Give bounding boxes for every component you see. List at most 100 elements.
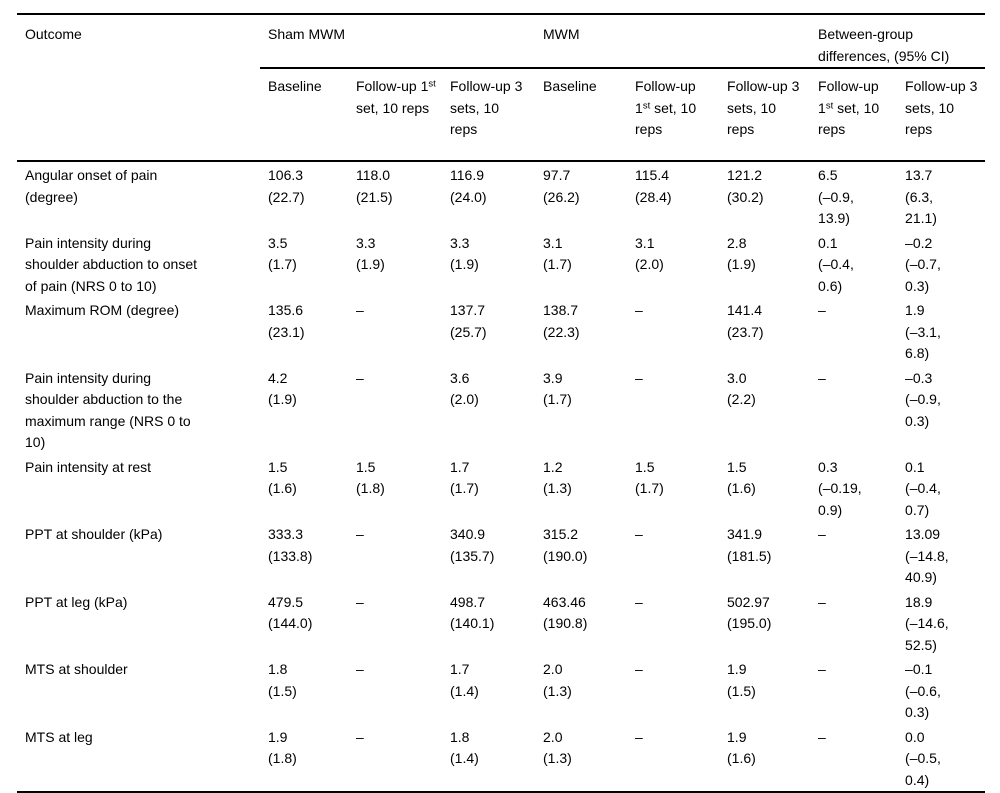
cell: – — [356, 526, 364, 542]
cell: – — [635, 593, 643, 610]
row-label: PPT at leg (kPa) — [25, 593, 128, 610]
cell: 2.8 (1.9) — [727, 234, 756, 273]
cell: 2.0 (1.3) — [543, 661, 572, 699]
cell: – — [356, 302, 364, 318]
cell: 3.0 (2.2) — [727, 369, 756, 408]
cell: – — [818, 593, 826, 610]
outcomes-table: Outcome Sham MWM MWM Between-group diffe… — [17, 13, 986, 793]
cell: 3.1 (1.7) — [543, 234, 572, 273]
cell: 341.9 (181.5) — [727, 526, 772, 564]
cell: 3.1 (2.0) — [635, 234, 664, 273]
column-header-mwm-baseline: Baseline — [543, 78, 597, 94]
cell: 0.3 (–0.19, 0.9) — [818, 458, 862, 518]
cell: 141.4 (23.7) — [727, 302, 764, 340]
cell: 135.6 (23.1) — [268, 302, 305, 340]
superscript: st — [428, 78, 436, 90]
column-header-mwm-followup-3sets: Follow-up 3 sets, 10 reps — [727, 78, 800, 137]
cell: 340.9 (135.7) — [450, 526, 495, 564]
cell: 2.0 (1.3) — [543, 728, 572, 767]
cell: 1.5 (1.7) — [635, 458, 664, 497]
group-header-row: Outcome Sham MWM MWM Between-group diffe… — [17, 14, 986, 69]
cell: 137.7 (25.7) — [450, 302, 487, 340]
cell: 1.5 (1.6) — [727, 458, 756, 497]
cell: 1.8 (1.5) — [268, 661, 297, 699]
cell: 1.9 (–3.1, 6.8) — [905, 302, 941, 361]
row-label: MTS at leg — [25, 728, 93, 745]
cell: 115.4 (28.4) — [635, 167, 672, 205]
table-row-ppt-leg: PPT at leg (kPa) 479.5 (144.0) – 498.7 (… — [17, 589, 985, 657]
table-body: Angular onset of pain (degree) 106.3 (22… — [17, 161, 985, 792]
cell: 3.3 (1.9) — [450, 234, 479, 273]
cell: – — [635, 369, 643, 386]
cell: 13.09 (–14.8, 40.9) — [905, 526, 949, 585]
table-row-mts-leg: MTS at leg 1.9 (1.8) – 1.8 (1.4) 2.0 (1.… — [17, 724, 985, 793]
table-row-maximum-rom: Maximum ROM (degree) 135.6 (23.1) – 137.… — [17, 297, 985, 365]
cell: 4.2 (1.9) — [268, 369, 297, 408]
row-label: PPT at shoulder (kPa) — [25, 526, 163, 542]
cell: 1.5 (1.6) — [268, 458, 297, 497]
cell: 116.9 (24.0) — [450, 167, 487, 205]
cell: 498.7 (140.1) — [450, 593, 495, 632]
column-header-bg-followup-1st: Follow-up 1st set, 10 reps — [818, 78, 880, 137]
cell: – — [635, 728, 643, 745]
table-row-ppt-shoulder: PPT at shoulder (kPa) 333.3 (133.8) – 34… — [17, 521, 985, 589]
cell: –0.1 (–0.6, 0.3) — [905, 661, 941, 720]
cell: 106.3 (22.7) — [268, 167, 305, 205]
table-row-pain-max-range: Pain intensity during shoulder abduction… — [17, 365, 985, 454]
cell: 13.7 (6.3, 21.1) — [905, 167, 937, 226]
cell: 1.5 (1.8) — [356, 458, 385, 497]
cell: 0.0 (–0.5, 0.4) — [905, 728, 941, 788]
cell: – — [818, 369, 826, 386]
cell: 1.9 (1.6) — [727, 728, 756, 767]
table-row-pain-onset-abduction: Pain intensity during shoulder abduction… — [17, 230, 985, 298]
row-label: Maximum ROM (degree) — [25, 302, 180, 318]
cell: – — [635, 661, 643, 677]
cell: –0.3 (–0.9, 0.3) — [905, 369, 941, 429]
table-row-mts-shoulder: MTS at shoulder 1.8 (1.5) – 1.7 (1.4) 2.… — [17, 656, 985, 724]
column-header-sham-followup-1st: Follow-up 1st set, 10 reps — [356, 78, 436, 116]
cell: 97.7 (26.2) — [543, 167, 580, 205]
cell: 138.7 (22.3) — [543, 302, 580, 340]
cell: 463.46 (190.8) — [543, 593, 588, 632]
cell: 121.2 (30.2) — [727, 167, 764, 205]
cell: 0.1 (–0.4, 0.6) — [818, 234, 854, 294]
cell: – — [818, 728, 826, 745]
cell: 3.5 (1.7) — [268, 234, 297, 273]
table-row-pain-at-rest: Pain intensity at rest 1.5 (1.6) 1.5 (1.… — [17, 454, 985, 522]
column-header-sham-baseline: Baseline — [268, 78, 322, 94]
group-header-sham-mwm: Sham MWM — [260, 14, 536, 69]
group-header-mwm: MWM — [535, 14, 811, 69]
row-label: Pain intensity at rest — [25, 458, 152, 475]
cell: 3.9 (1.7) — [543, 369, 572, 408]
cell: – — [818, 661, 826, 677]
cell: – — [356, 661, 364, 677]
table-row-angular-onset: Angular onset of pain (degree) 106.3 (22… — [17, 161, 985, 230]
cell: 1.7 (1.4) — [450, 661, 479, 699]
cell: 0.1 (–0.4, 0.7) — [905, 458, 941, 518]
cell: 1.8 (1.4) — [450, 728, 479, 767]
cell: 333.3 (133.8) — [268, 526, 313, 564]
superscript: st — [825, 100, 834, 111]
row-label: Pain intensity during shoulder abduction… — [25, 234, 198, 294]
sub-header-row: Baseline Follow-up 1st set, 10 reps Foll… — [17, 68, 985, 161]
column-header-bg-followup-3sets: Follow-up 3 sets, 10 reps — [905, 78, 978, 137]
cell: 1.2 (1.3) — [543, 458, 572, 497]
superscript: st — [642, 100, 651, 111]
cell: 18.9 (–14.6, 52.5) — [905, 593, 949, 653]
cell: 1.9 (1.5) — [727, 661, 756, 699]
cell: – — [818, 526, 826, 542]
cell: – — [635, 526, 643, 542]
cell: – — [635, 302, 643, 318]
cell: – — [356, 728, 364, 745]
group-header-between-group: Between-group differences, (95% CI) — [810, 14, 986, 69]
cell: – — [818, 302, 826, 318]
cell: 6.5 (–0.9, 13.9) — [818, 167, 854, 226]
column-header-outcome: Outcome — [25, 26, 82, 42]
cell: – — [356, 593, 364, 610]
cell: – — [356, 369, 364, 386]
cell: 502.97 (195.0) — [727, 593, 772, 632]
cell: 118.0 (21.5) — [356, 167, 393, 205]
table-header: Outcome Sham MWM MWM Between-group diffe… — [17, 14, 986, 161]
column-header-sham-followup-3sets: Follow-up 3 sets, 10 reps — [450, 78, 523, 137]
